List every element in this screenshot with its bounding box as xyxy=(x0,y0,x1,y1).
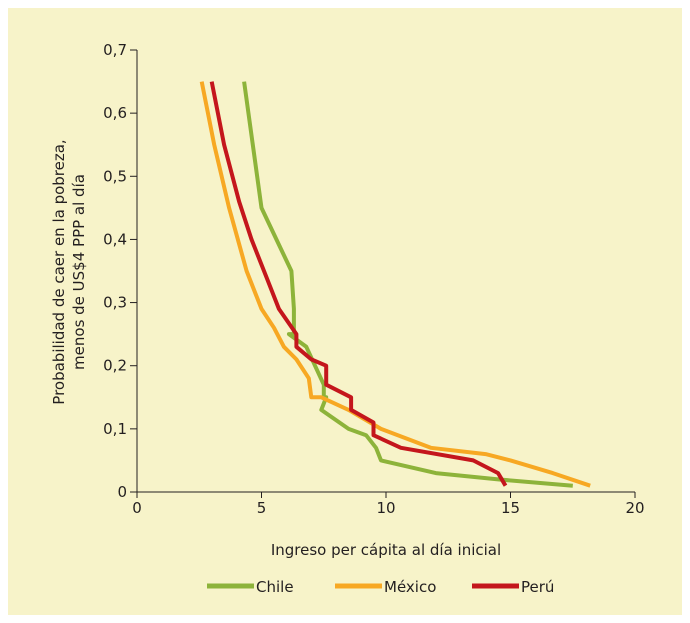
x-tick-label: 5 xyxy=(257,499,267,517)
y-tick-label: 0,4 xyxy=(103,230,127,248)
legend: Chile México Perú xyxy=(207,578,554,596)
y-axis-title-line-2: menos de US$4 PPP al día xyxy=(70,174,88,370)
legend-item: Chile xyxy=(207,578,294,596)
chart-panel: 0 0,1 0,2 0,3 0,4 0,5 0,6 0,7 0 5 10 15 20 Ingreso p… xyxy=(8,8,682,615)
x-tick-label: 10 xyxy=(376,499,395,517)
y-tick-label: 0,7 xyxy=(103,41,127,59)
y-tick-label: 0,3 xyxy=(103,294,127,312)
legend-label: México xyxy=(384,578,436,596)
legend-item: México xyxy=(335,578,436,596)
y-tick-label: 0,5 xyxy=(103,167,127,185)
y-tick-label: 0,2 xyxy=(103,357,127,375)
axes xyxy=(136,50,635,493)
x-tick-label: 15 xyxy=(501,499,520,517)
x-tick-label: 20 xyxy=(625,499,644,517)
legend-item: Perú xyxy=(472,578,554,596)
series-layer xyxy=(199,81,591,488)
series-line-chile xyxy=(242,81,573,488)
x-tick-label: 0 xyxy=(132,499,142,517)
x-axis-title: Ingreso per cápita al día inicial xyxy=(271,541,501,559)
y-tick-label: 0,6 xyxy=(103,104,127,122)
y-tick-label: 0 xyxy=(117,483,127,501)
y-axis-title-line-1: Probabilidad de caer en la pobreza, xyxy=(50,139,68,404)
ticks: 0 0,1 0,2 0,3 0,4 0,5 0,6 0,7 0 5 10 15 20 xyxy=(103,41,644,517)
y-tick-label: 0,1 xyxy=(103,420,127,438)
line-chart: 0 0,1 0,2 0,3 0,4 0,5 0,6 0,7 0 5 10 15 20 Ingreso p… xyxy=(50,41,645,596)
legend-label: Chile xyxy=(256,578,294,596)
legend-label: Perú xyxy=(521,578,554,596)
series-line-perú xyxy=(209,81,508,487)
series-line-méxico xyxy=(199,81,591,488)
